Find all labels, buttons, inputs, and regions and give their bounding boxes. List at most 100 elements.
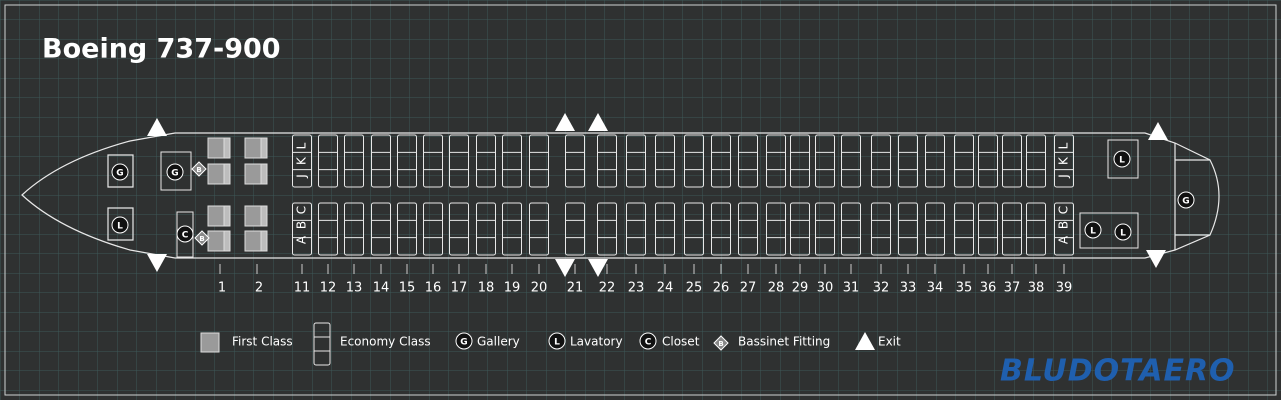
symbol-circle <box>1177 191 1195 209</box>
row-number: 29 <box>792 281 809 296</box>
row-number: 39 <box>1056 281 1073 296</box>
symbol-letter: B <box>196 166 201 174</box>
exit-arrow <box>1146 250 1166 268</box>
seat-letter: J <box>1057 174 1071 179</box>
row-number: 20 <box>531 281 548 296</box>
symbol-circle <box>1114 223 1132 241</box>
economy-seat <box>925 134 945 188</box>
economy-seat <box>529 202 549 256</box>
economy-seat <box>626 134 646 188</box>
row-number: 14 <box>373 281 390 296</box>
fuselage <box>21 132 1220 259</box>
economy-seat <box>292 202 312 256</box>
first-class-armrest <box>223 230 231 252</box>
symbol-circle <box>548 332 566 350</box>
economy-seat <box>1026 134 1046 188</box>
symbol-circle <box>166 163 184 181</box>
economy-seat <box>655 202 675 256</box>
first-class-seat <box>207 137 225 159</box>
economy-seat <box>344 202 364 256</box>
economy-seat <box>476 134 496 188</box>
first-class-armrest <box>260 163 268 185</box>
symbol-letter: C <box>182 231 189 241</box>
row-number: 27 <box>740 281 757 296</box>
economy-seat <box>841 134 861 188</box>
symbol-letter: G <box>116 169 123 179</box>
row-number: 33 <box>900 281 917 296</box>
economy-seat <box>529 134 549 188</box>
economy-seat <box>978 134 998 188</box>
row-number: 15 <box>399 281 416 296</box>
symbol-circle <box>176 225 194 243</box>
seat-letter: A <box>295 235 309 244</box>
row-number: 30 <box>817 281 834 296</box>
economy-seat <box>1026 202 1046 256</box>
first-class-seat <box>244 205 262 227</box>
row-number: 23 <box>628 281 645 296</box>
economy-seat <box>841 202 861 256</box>
legend-label: Lavatory <box>570 335 623 349</box>
economy-seat <box>684 202 704 256</box>
economy-seat <box>476 202 496 256</box>
row-number: 17 <box>451 281 468 296</box>
logo: BLUDOTAERO <box>1000 354 1236 389</box>
economy-seat <box>371 134 391 188</box>
symbol-letter: G <box>171 169 178 179</box>
economy-seat <box>790 134 810 188</box>
economy-seat <box>738 202 758 256</box>
first-class-armrest <box>260 137 268 159</box>
economy-seat <box>738 134 758 188</box>
economy-seat <box>502 202 522 256</box>
first-class-seat <box>207 230 225 252</box>
economy-seat <box>954 202 974 256</box>
legend-label: Economy Class <box>340 335 431 349</box>
symbol-letter: C <box>645 338 652 348</box>
economy-seat <box>978 202 998 256</box>
symbol-diamond <box>194 230 210 246</box>
symbol-letter: L <box>1119 156 1125 166</box>
first-class-armrest <box>223 163 231 185</box>
nose-galley-box <box>107 154 134 241</box>
economy-seat <box>565 202 585 256</box>
seat-letter: J <box>295 174 309 179</box>
economy-seat <box>449 202 469 256</box>
economy-seat <box>371 202 391 256</box>
legend-first-class <box>200 332 220 353</box>
economy-seat <box>684 134 704 188</box>
seat-letter: L <box>295 142 309 149</box>
economy-seat <box>898 134 918 188</box>
symbol-circle <box>111 216 129 234</box>
economy-seat <box>1054 202 1074 256</box>
economy-seat <box>871 202 891 256</box>
galley-box <box>160 151 192 191</box>
seat-letter: A <box>1057 235 1071 244</box>
row-number: 32 <box>873 281 890 296</box>
row-number: 13 <box>346 281 363 296</box>
symbol-letter: L <box>1120 229 1126 239</box>
row-number: 28 <box>768 281 785 296</box>
first-class-armrest <box>260 205 268 227</box>
first-class-armrest <box>223 137 231 159</box>
row-number: 11 <box>294 281 311 296</box>
economy-seat <box>898 202 918 256</box>
economy-seat <box>766 134 786 188</box>
economy-seat <box>1054 134 1074 188</box>
row-number: 2 <box>255 281 263 296</box>
economy-seat <box>397 202 417 256</box>
economy-seat <box>1002 134 1022 188</box>
first-class-armrest <box>260 230 268 252</box>
economy-seat <box>397 134 417 188</box>
row-number: 35 <box>956 281 973 296</box>
lav-box <box>1079 212 1139 249</box>
symbol-letter: L <box>554 338 560 348</box>
row-number: 31 <box>843 281 860 296</box>
legend-label: Closet <box>662 335 700 349</box>
seat-letter: K <box>1057 156 1071 165</box>
economy-seat <box>318 134 338 188</box>
economy-seat <box>344 134 364 188</box>
first-class-seat <box>244 137 262 159</box>
legend-economy <box>313 322 331 366</box>
economy-seat <box>871 134 891 188</box>
exit-arrow <box>147 118 167 136</box>
